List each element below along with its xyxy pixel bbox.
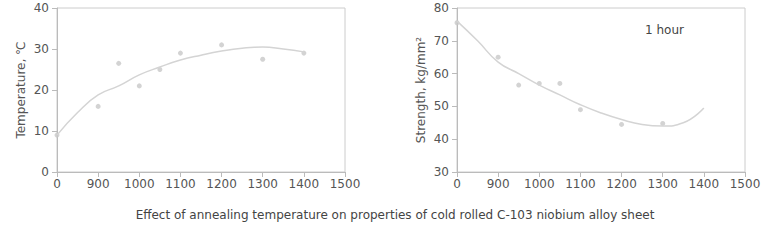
svg-text:70: 70 bbox=[434, 34, 449, 48]
svg-text:20: 20 bbox=[34, 83, 49, 97]
svg-text:80: 80 bbox=[434, 1, 449, 15]
svg-text:1200: 1200 bbox=[606, 177, 637, 191]
svg-text:30: 30 bbox=[34, 42, 49, 56]
svg-text:1400: 1400 bbox=[689, 177, 720, 191]
svg-text:Effect of annealing temperatur: Effect of annealing temperature on prope… bbox=[136, 208, 655, 222]
svg-text:900: 900 bbox=[87, 177, 110, 191]
svg-text:1200: 1200 bbox=[206, 177, 237, 191]
svg-text:50: 50 bbox=[434, 99, 449, 113]
svg-text:1300: 1300 bbox=[247, 177, 278, 191]
svg-text:1000: 1000 bbox=[524, 177, 555, 191]
svg-text:40: 40 bbox=[34, 1, 49, 15]
svg-text:1100: 1100 bbox=[165, 177, 196, 191]
svg-text:60: 60 bbox=[434, 67, 449, 81]
svg-text:1100: 1100 bbox=[565, 177, 596, 191]
svg-text:1500: 1500 bbox=[730, 177, 761, 191]
svg-text:40: 40 bbox=[434, 132, 449, 146]
svg-text:0: 0 bbox=[453, 177, 461, 191]
svg-text:1300: 1300 bbox=[647, 177, 678, 191]
svg-text:0: 0 bbox=[41, 165, 49, 179]
svg-text:900: 900 bbox=[487, 177, 510, 191]
svg-text:10: 10 bbox=[34, 124, 49, 138]
svg-text:Temperature, ℃: Temperature, ℃ bbox=[14, 41, 28, 139]
svg-text:1000: 1000 bbox=[124, 177, 155, 191]
svg-text:30: 30 bbox=[434, 165, 449, 179]
svg-text:1 hour: 1 hour bbox=[645, 23, 684, 37]
svg-text:Strength, kg/mm²: Strength, kg/mm² bbox=[414, 37, 428, 144]
svg-text:1500: 1500 bbox=[330, 177, 361, 191]
svg-text:1400: 1400 bbox=[289, 177, 320, 191]
svg-text:0: 0 bbox=[53, 177, 61, 191]
